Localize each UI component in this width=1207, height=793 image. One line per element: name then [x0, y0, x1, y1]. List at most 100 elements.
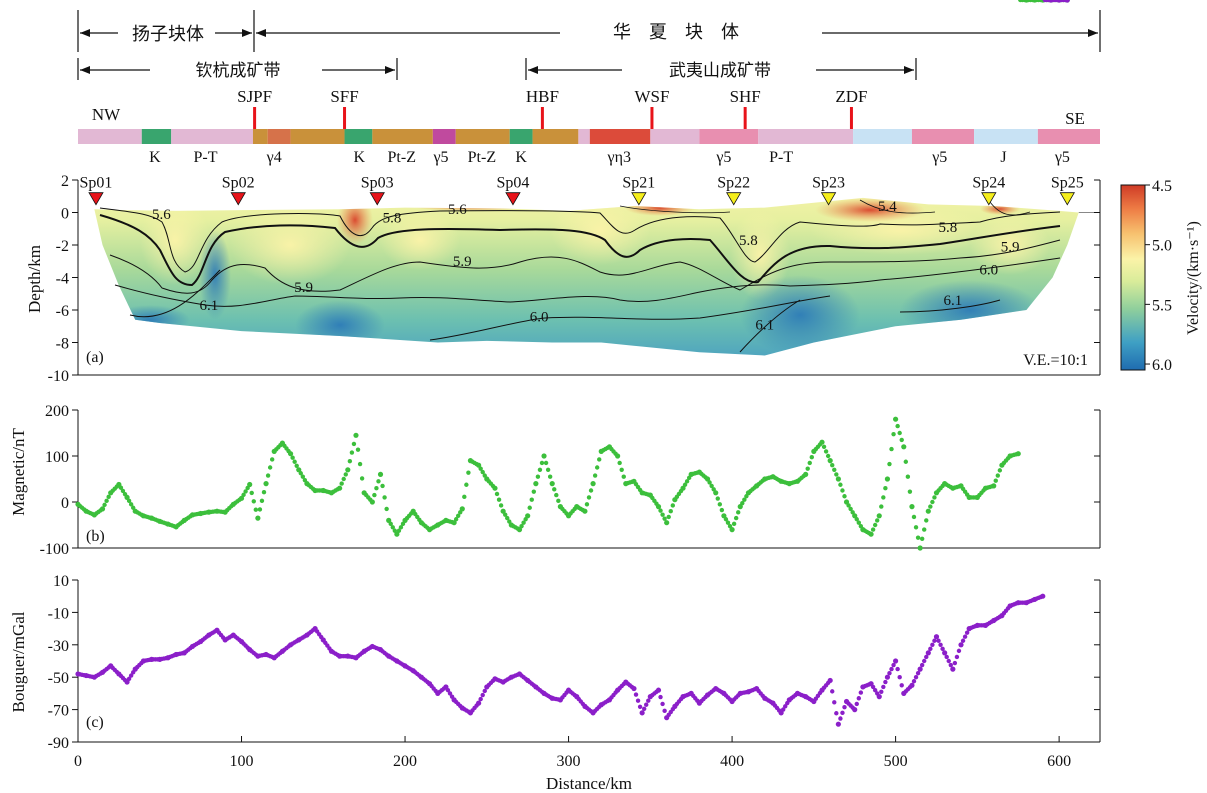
magnetic-point	[911, 514, 917, 520]
station-marker	[369, 192, 385, 206]
velocity-axes: 2 0 -2 -4 -6 -8 -10	[48, 173, 1101, 385]
stratum-label: P-T	[769, 149, 793, 166]
magnetic-point	[913, 525, 919, 530]
magnetic-point	[374, 486, 379, 491]
magnetic-point	[842, 494, 847, 499]
bouguer-point	[938, 642, 943, 647]
contour-label: 5.9	[1001, 240, 1020, 256]
station-marker	[631, 192, 647, 206]
magnetic-point	[846, 503, 851, 508]
bouguer-point	[952, 660, 958, 666]
y-tick-label: 200	[45, 403, 69, 420]
magnetic-point	[586, 495, 592, 500]
station-label: Sp25	[1051, 175, 1084, 192]
magnetic-point	[719, 507, 725, 513]
magnetic-point	[516, 527, 523, 533]
magnetic-point	[872, 522, 878, 528]
magnetic-point	[238, 495, 245, 501]
magnetic-point	[736, 510, 741, 515]
magnetic-point	[345, 467, 351, 473]
contour-label: 6.1	[755, 318, 774, 334]
magnetic-point	[104, 498, 109, 504]
magnetic-point	[386, 517, 392, 524]
magnetic-point	[619, 467, 624, 472]
magnetic-point	[830, 463, 835, 468]
stratum-label: Pt-Z	[468, 149, 496, 166]
bouguer-point	[930, 642, 935, 647]
magnetic-point	[253, 507, 259, 512]
magnetic-point	[875, 518, 880, 523]
magnetic-point	[917, 545, 923, 551]
magnetic-point	[380, 483, 385, 489]
y-tick-label: -2	[56, 238, 69, 255]
nw-label: NW	[92, 105, 121, 124]
y-tick-label: -10	[48, 605, 69, 622]
magnetic-point	[621, 474, 626, 479]
magnetic-point	[848, 506, 853, 512]
magnetic-point	[721, 513, 727, 519]
bouguer-point	[889, 666, 894, 672]
stratum-block	[578, 129, 590, 144]
stratum-block	[267, 129, 291, 144]
magnetic-point	[713, 490, 719, 496]
magnetic-point	[241, 492, 246, 498]
magnetic-point	[680, 485, 686, 491]
magnetic-point	[707, 480, 712, 485]
y-tick-label: -50	[48, 670, 69, 687]
magnetic-point	[887, 461, 892, 467]
contour-label: 6.0	[530, 309, 549, 325]
magnetic-point	[825, 453, 831, 459]
bouguer-point	[835, 721, 841, 727]
bouguer-point	[631, 685, 637, 692]
magnetic-point	[821, 444, 827, 449]
y-tick-label: -4	[56, 271, 69, 288]
contour-label: 5.9	[294, 280, 313, 296]
magnetic-point	[388, 521, 393, 527]
station-marker	[88, 192, 104, 206]
bouguer-point	[940, 646, 945, 652]
bouguer-point	[447, 691, 453, 696]
bouguer-point	[646, 698, 651, 703]
magnetic-point	[464, 482, 469, 487]
contour-label: 5.6	[152, 207, 171, 223]
magnetic-point	[819, 439, 825, 445]
fault-label: SJPF	[237, 87, 272, 106]
bouguer-point	[954, 654, 960, 660]
contour-label: 6.1	[199, 298, 218, 314]
station-marker	[726, 192, 742, 206]
magnetic-point	[494, 491, 500, 497]
magnetic-point	[834, 472, 839, 477]
magnetic-point	[296, 467, 302, 473]
magnetic-point	[554, 492, 559, 498]
magnetic-point	[731, 521, 737, 527]
velocity-panel: 5.66.15.95.85.65.96.05.86.15.45.86.16.05…	[25, 173, 1202, 385]
magnetic-point	[907, 489, 913, 494]
magnetic-point	[922, 527, 927, 532]
magnetic-point	[451, 520, 457, 526]
magnetic-point	[543, 460, 549, 466]
depth-axis-label: Depth/km	[25, 245, 44, 313]
magnetic-point	[359, 476, 365, 481]
magnetic-point	[541, 453, 547, 459]
magnetic-point	[876, 513, 882, 519]
stratum-block	[141, 129, 172, 144]
bouguer-point	[783, 704, 788, 709]
x-tick-label: 500	[884, 753, 908, 770]
bouguer-point	[919, 662, 925, 668]
magnetic-point	[729, 527, 735, 533]
stratum-block	[372, 129, 433, 144]
bouguer-point	[956, 648, 962, 654]
magnetic-point	[498, 503, 504, 508]
bouguer-point	[655, 687, 662, 693]
contour-label: 5.4	[878, 199, 897, 215]
bouguer-point	[913, 675, 919, 680]
magnetic-point	[915, 535, 921, 540]
bouguer-point	[928, 646, 933, 652]
bouguer-point	[962, 634, 968, 639]
magnetic-point	[666, 514, 671, 520]
bouguer-point	[879, 689, 884, 694]
magnetic-point	[832, 467, 837, 472]
magnetic-point	[128, 502, 134, 507]
magnetic-point	[715, 496, 720, 501]
bouguer-point	[856, 696, 862, 701]
